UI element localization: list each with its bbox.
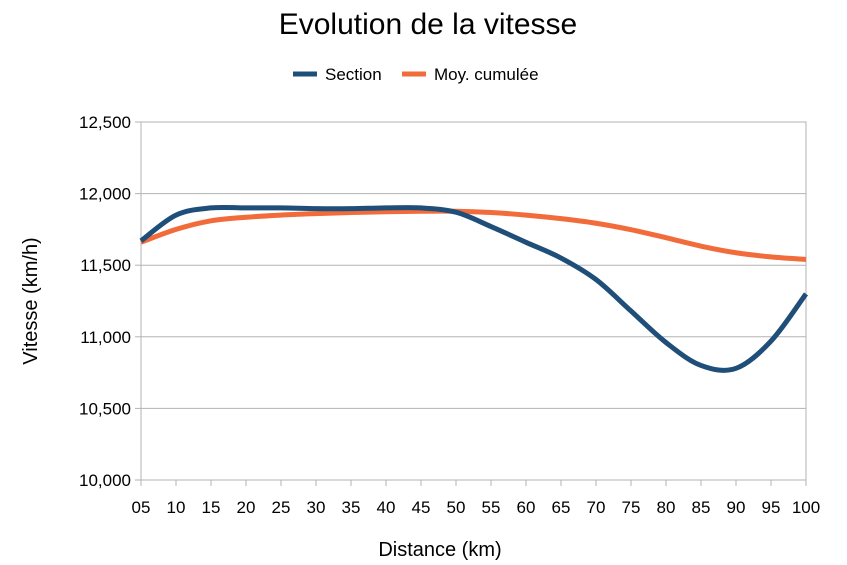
- x-tick-label: 40: [377, 498, 396, 517]
- x-tick-label: 75: [622, 498, 641, 517]
- x-tick-label: 20: [237, 498, 256, 517]
- legend: Section Moy. cumulée: [293, 65, 539, 84]
- x-tick-label: 80: [657, 498, 676, 517]
- y-axis-title: Vitesse (km/h): [20, 237, 42, 364]
- x-tick-label: 45: [412, 498, 431, 517]
- series-line-moy-cumulee: [140, 208, 807, 262]
- x-axis-title: Distance (km): [378, 539, 501, 561]
- grid: [141, 121, 806, 481]
- x-tick-label: 25: [272, 498, 291, 517]
- x-tick-label: 100: [792, 498, 820, 517]
- legend-label: Moy. cumulée: [434, 65, 539, 84]
- x-tick-label: 85: [692, 498, 711, 517]
- legend-item-section: Section: [293, 65, 382, 84]
- x-tick-label: 15: [202, 498, 221, 517]
- y-tick-label: 10,000: [79, 471, 131, 490]
- x-tick-label: 90: [727, 498, 746, 517]
- plot-area: [140, 121, 807, 481]
- x-tick-label: 55: [482, 498, 501, 517]
- y-tick-label: 12,500: [79, 113, 131, 132]
- x-tick-label: 70: [587, 498, 606, 517]
- x-tick-label: 50: [447, 498, 466, 517]
- y-tick-label: 12,000: [79, 185, 131, 204]
- x-tick-label: 65: [552, 498, 571, 517]
- series-group: [139, 204, 809, 373]
- x-tick-label: 10: [167, 498, 186, 517]
- x-tick-label: 35: [342, 498, 361, 517]
- x-tick-label: 05: [132, 498, 151, 517]
- x-tick-label: 95: [762, 498, 781, 517]
- y-tick-label: 10,500: [79, 399, 131, 418]
- legend-item-moy-cumulee: Moy. cumulée: [402, 65, 539, 84]
- x-tick-label: 60: [517, 498, 536, 517]
- chart-title: Evolution de la vitesse: [279, 8, 578, 41]
- x-tick-label: 30: [307, 498, 326, 517]
- y-tick-label: 11,500: [80, 256, 131, 275]
- y-axis-ticks: 10,000 10,500 11,000 11,500 12,000 12,500: [79, 113, 141, 490]
- legend-label: Section: [325, 65, 382, 84]
- y-tick-label: 11,000: [80, 328, 131, 347]
- x-axis-ticks: 05 10 15 20 25 30 35 40 45 50 55 60 65 70 75 80 85 90 95 10…: [132, 480, 820, 517]
- series-line-section: [139, 204, 809, 373]
